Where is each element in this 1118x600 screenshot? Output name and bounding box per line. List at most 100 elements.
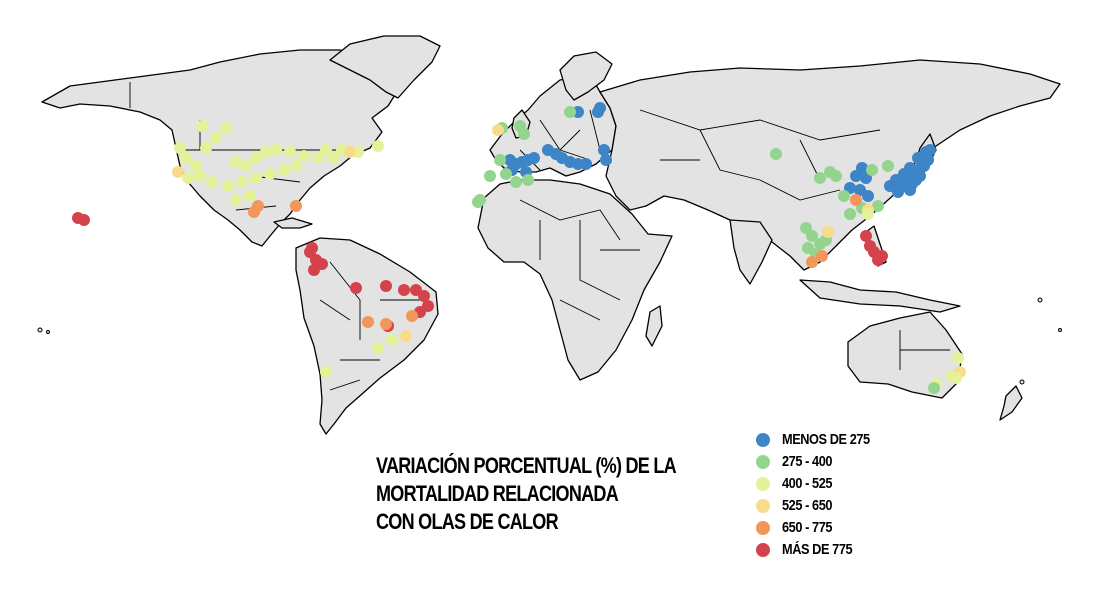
- legend-swatch: [756, 499, 770, 513]
- site-marker: [372, 140, 384, 152]
- site-marker: [806, 256, 818, 268]
- site-marker: [200, 142, 212, 154]
- site-marker: [244, 190, 256, 202]
- site-marker: [210, 132, 222, 144]
- site-marker: [284, 146, 296, 158]
- country-borders: [129, 82, 950, 391]
- site-marker: [180, 152, 192, 164]
- site-marker: [172, 166, 184, 178]
- site-marker: [320, 366, 332, 378]
- site-marker: [860, 230, 872, 242]
- site-marker: [528, 152, 540, 164]
- site-marker: [78, 214, 90, 226]
- site-marker: [260, 146, 272, 158]
- site-marker: [904, 162, 916, 174]
- site-marker: [350, 282, 362, 294]
- site-marker: [320, 144, 332, 156]
- title-line: MORTALIDAD RELACIONADA: [376, 481, 619, 506]
- site-marker: [316, 258, 328, 270]
- site-marker: [312, 152, 324, 164]
- site-marker: [398, 284, 410, 296]
- legend-label: 525 - 650: [782, 497, 833, 514]
- site-marker: [872, 200, 884, 212]
- site-marker: [222, 180, 234, 192]
- site-marker: [876, 250, 888, 262]
- site-marker: [838, 190, 850, 202]
- site-marker: [862, 208, 874, 220]
- site-marker: [952, 352, 964, 364]
- site-marker: [580, 158, 592, 170]
- site-marker: [472, 196, 484, 208]
- site-marker: [814, 172, 826, 184]
- site-marker: [278, 164, 290, 176]
- pacific-islands: [37, 297, 1062, 385]
- india: [729, 219, 773, 285]
- scandinavia: [559, 51, 613, 101]
- site-marker: [344, 146, 356, 158]
- cuba: [273, 217, 313, 229]
- site-marker: [240, 160, 252, 172]
- site-marker: [174, 142, 186, 154]
- title-line: VARIACIÓN PORCENTUAL (%) DE LA: [376, 453, 677, 478]
- site-marker: [900, 172, 912, 184]
- legend-swatch: [756, 477, 770, 491]
- site-marker: [770, 148, 782, 160]
- title-line: CON OLAS DE CALOR: [376, 509, 559, 534]
- site-marker: [230, 156, 242, 168]
- legend-swatch: [756, 521, 770, 535]
- site-marker: [290, 160, 302, 172]
- site-marker: [862, 190, 874, 202]
- legend-label: 650 - 775: [782, 519, 833, 536]
- site-marker: [386, 334, 398, 346]
- australia: [847, 311, 963, 399]
- site-marker: [600, 154, 612, 166]
- map-title: VARIACIÓN PORCENTUAL (%) DE LA MORTALIDA…: [376, 452, 677, 536]
- legend-label: MENOS DE 275: [782, 431, 870, 448]
- site-marker: [494, 154, 506, 166]
- site-marker: [928, 382, 940, 394]
- site-marker: [196, 120, 208, 132]
- site-marker: [190, 160, 202, 172]
- legend-swatch: [756, 543, 770, 557]
- site-marker: [866, 164, 878, 176]
- legend-swatch: [756, 433, 770, 447]
- site-marker: [406, 310, 418, 322]
- site-marker: [418, 290, 430, 302]
- site-marker: [824, 166, 836, 178]
- mortality-sites: [72, 102, 966, 394]
- site-marker: [598, 144, 610, 156]
- site-marker: [304, 246, 316, 258]
- madagascar: [645, 305, 663, 347]
- site-marker: [882, 160, 894, 172]
- site-marker: [298, 150, 310, 162]
- legend-label: 400 - 525: [782, 475, 833, 492]
- site-marker: [362, 316, 374, 328]
- legend-label: MÁS DE 775: [782, 541, 853, 558]
- asia: [599, 59, 1061, 271]
- site-marker: [816, 250, 828, 262]
- legend-label: 275 - 400: [782, 453, 833, 470]
- site-marker: [850, 194, 862, 206]
- site-marker: [206, 176, 218, 188]
- site-marker: [372, 342, 384, 354]
- site-marker: [522, 174, 534, 186]
- site-marker: [264, 168, 276, 180]
- legend-swatch: [756, 455, 770, 469]
- site-marker: [892, 186, 904, 198]
- site-marker: [380, 318, 392, 330]
- greenland: [329, 35, 441, 99]
- site-marker: [564, 106, 576, 118]
- africa: [477, 179, 673, 381]
- site-marker: [290, 200, 302, 212]
- site-marker: [194, 170, 206, 182]
- new-zealand: [999, 385, 1023, 421]
- site-marker: [328, 152, 340, 164]
- site-marker: [922, 154, 934, 166]
- site-marker: [248, 206, 260, 218]
- site-marker: [822, 226, 834, 238]
- site-marker: [950, 372, 962, 384]
- north-america: [41, 49, 399, 247]
- site-marker: [492, 124, 504, 136]
- site-marker: [856, 162, 868, 174]
